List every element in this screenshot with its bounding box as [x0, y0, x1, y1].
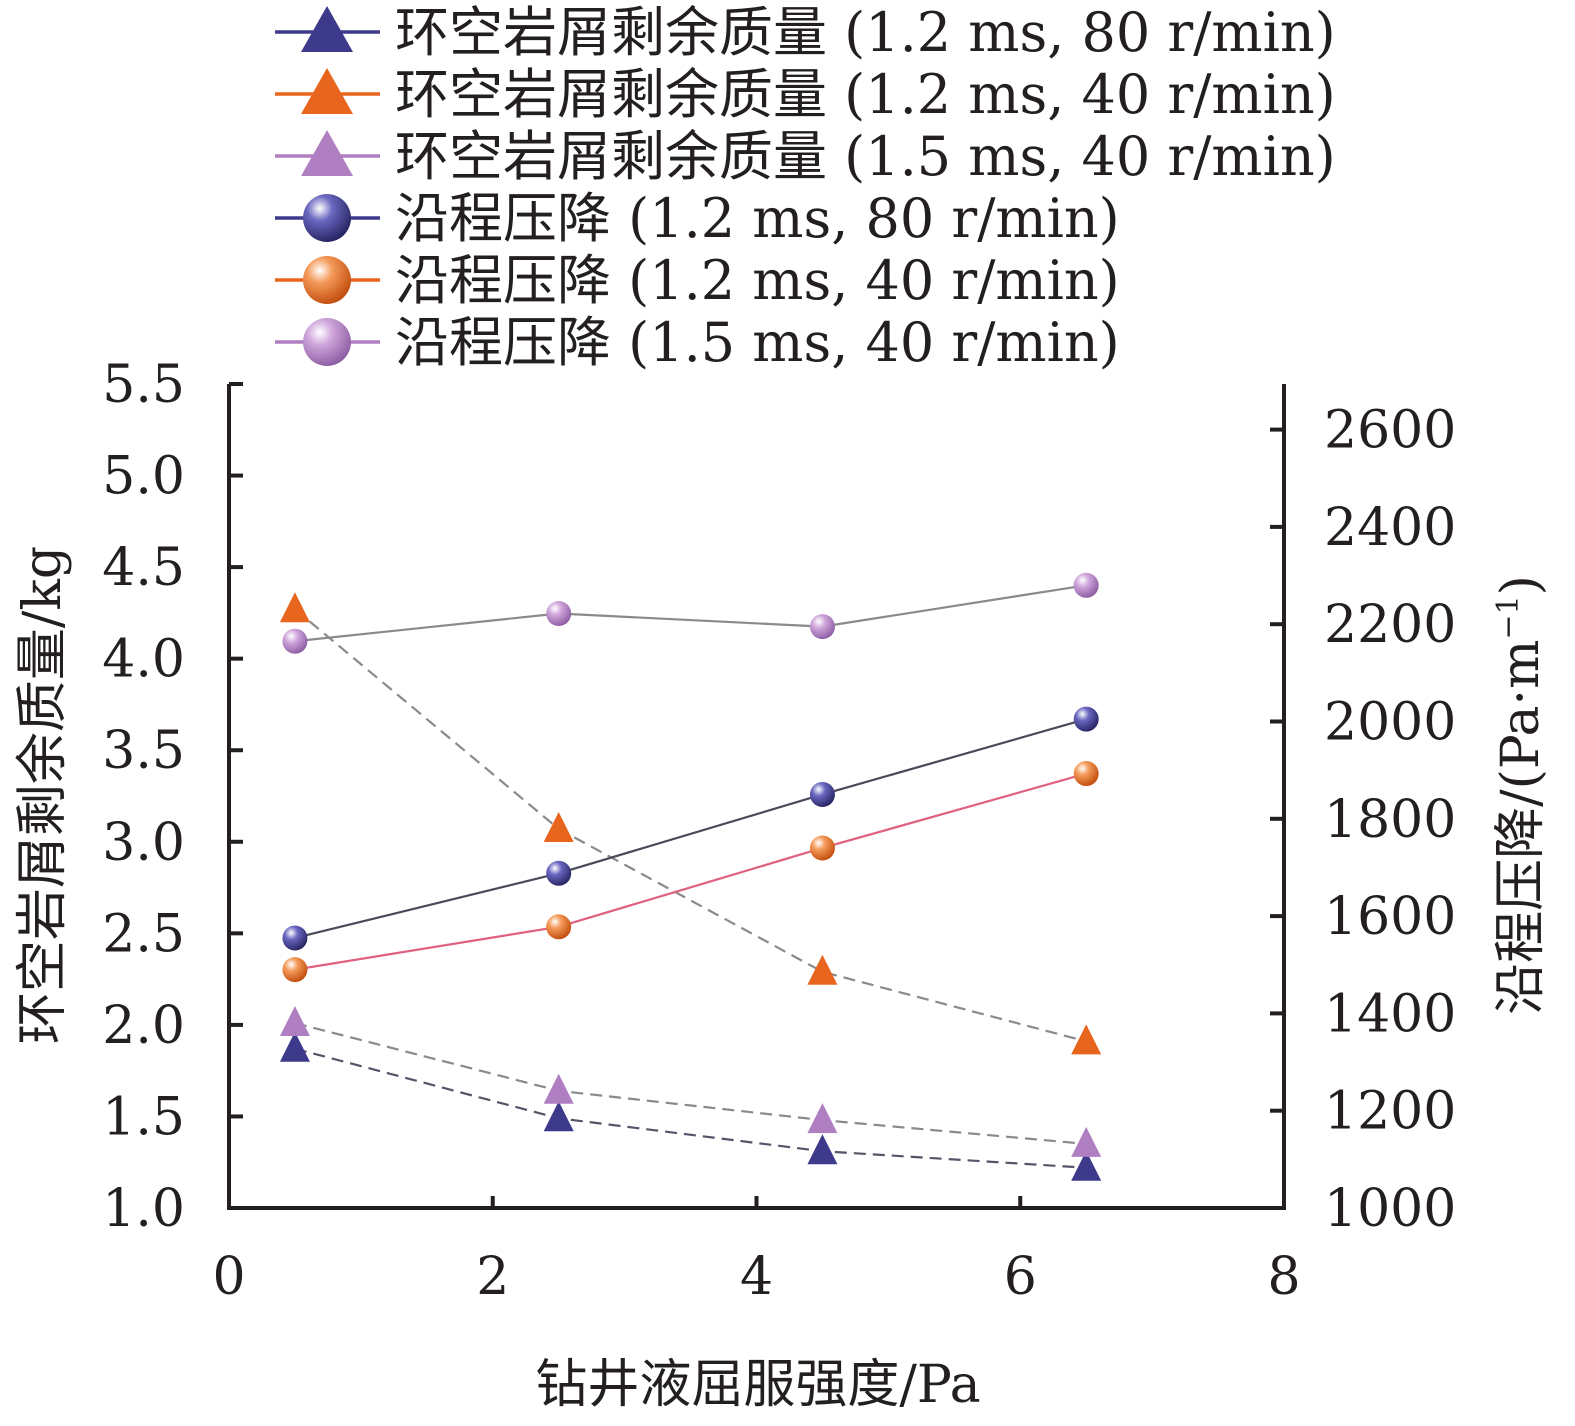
series-4-sphere-point	[282, 925, 308, 951]
legend-triangle-icon	[301, 130, 353, 176]
left-y-tick-label: 3.0	[102, 813, 185, 873]
x-tick-label: 2	[476, 1247, 509, 1307]
right-y-tick-label: 1600	[1324, 887, 1456, 947]
right-y-tick-label: 2000	[1324, 693, 1456, 753]
x-tick-label: 4	[740, 1247, 773, 1307]
legend-label: 沿程压降 (1.5 ms, 40 r/min)	[395, 311, 1120, 374]
series-6-sphere-point	[282, 628, 308, 654]
series-2-triangle-point	[1071, 1024, 1102, 1055]
x-tick-label: 0	[212, 1247, 245, 1307]
right-y-tick-label: 1000	[1324, 1179, 1456, 1239]
right-y-axis-label: 沿程压降/(Pa·m−1)	[1491, 575, 1551, 1015]
legend-item-1: 环空岩屑剩余质量 (1.2 ms, 80 r/min)	[275, 1, 1336, 64]
legend-triangle-icon	[301, 6, 353, 52]
series-5-sphere-point	[809, 835, 835, 861]
series-line-6	[294, 584, 1087, 643]
right-y-tick-label: 2200	[1324, 595, 1456, 655]
x-tick-label: 8	[1267, 1247, 1300, 1307]
right-y-axis-label-superscript: −1	[1491, 595, 1526, 639]
legend-item-5: 沿程压降 (1.2 ms, 40 r/min)	[275, 249, 1120, 312]
series-6-sphere-point	[546, 600, 572, 626]
legend-label: 沿程压降 (1.2 ms, 40 r/min)	[395, 249, 1120, 312]
series-line-1	[294, 1047, 1087, 1169]
series-1-triangle-point	[543, 1101, 574, 1132]
ticks: 0 2 4 6 8 1.0 1.5 2.0 2.5 3.0 3.5 4.0 4.5 5.0 5.5 1000 1…	[102, 355, 1456, 1307]
series-line-3	[294, 1021, 1087, 1146]
legend-label: 沿程压降 (1.2 ms, 80 r/min)	[395, 187, 1120, 250]
series-5-sphere-point	[282, 957, 308, 983]
left-y-tick-label: 2.5	[102, 904, 185, 964]
series-4-sphere-point	[809, 781, 835, 807]
left-y-tick-label: 1.0	[102, 1179, 185, 1239]
series-5-sphere-point	[1073, 761, 1099, 787]
series-4-sphere-point	[1073, 706, 1099, 732]
series-5-sphere-point	[546, 914, 572, 940]
axes	[227, 384, 1286, 1210]
x-axis-label: 钻井液屈服强度/Pa	[535, 1355, 980, 1415]
series-line-4	[294, 718, 1087, 940]
right-y-tick-label: 1800	[1324, 790, 1456, 850]
right-y-axis-label-close: )	[1491, 575, 1551, 595]
left-y-tick-label: 2.0	[102, 996, 185, 1056]
left-y-tick-label: 1.5	[102, 1087, 185, 1147]
series-1-triangle-point	[279, 1031, 310, 1062]
legend-sphere-icon	[303, 194, 351, 242]
right-y-tick-label: 1200	[1324, 1082, 1456, 1142]
legend-item-6: 沿程压降 (1.5 ms, 40 r/min)	[275, 311, 1120, 374]
plot-lines	[294, 584, 1087, 1169]
right-y-tick-label: 1400	[1324, 984, 1456, 1044]
series-2-triangle-point	[543, 811, 574, 842]
legend-item-2: 环空岩屑剩余质量 (1.2 ms, 40 r/min)	[275, 63, 1336, 126]
legend-label: 环空岩屑剩余质量 (1.5 ms, 40 r/min)	[395, 125, 1336, 188]
series-1-triangle-point	[1071, 1150, 1102, 1181]
legend-label: 环空岩屑剩余质量 (1.2 ms, 80 r/min)	[395, 1, 1336, 64]
series-3-triangle-point	[807, 1103, 838, 1134]
legend: 环空岩屑剩余质量 (1.2 ms, 80 r/min)环空岩屑剩余质量 (1.2…	[275, 1, 1336, 374]
plot-markers	[279, 572, 1102, 1181]
series-3-triangle-point	[279, 1006, 310, 1037]
left-y-tick-label: 5.0	[102, 447, 185, 507]
series-6-sphere-point	[1073, 572, 1099, 598]
series-3-triangle-point	[1071, 1126, 1102, 1157]
right-y-axis-label-main: 沿程压降/(Pa·m	[1491, 640, 1551, 1015]
series-2-triangle-point	[807, 954, 838, 985]
series-3-triangle-point	[543, 1073, 574, 1104]
legend-triangle-icon	[301, 68, 353, 114]
right-y-tick-label: 2400	[1324, 498, 1456, 558]
series-4-sphere-point	[546, 860, 572, 886]
legend-sphere-icon	[303, 256, 351, 304]
left-y-axis-label: 环空岩屑剩余质量/kg	[13, 546, 73, 1044]
left-y-tick-label: 4.0	[102, 630, 185, 690]
left-y-tick-label: 3.5	[102, 721, 185, 781]
series-line-2	[294, 608, 1087, 1043]
left-y-tick-label: 4.5	[102, 538, 185, 598]
series-6-sphere-point	[809, 614, 835, 640]
left-y-tick-label: 5.5	[102, 355, 185, 415]
series-1-triangle-point	[807, 1134, 838, 1165]
series-2-triangle-point	[279, 592, 310, 623]
legend-item-4: 沿程压降 (1.2 ms, 80 r/min)	[275, 187, 1120, 250]
right-y-tick-label: 2600	[1324, 401, 1456, 461]
series-line-5	[294, 772, 1087, 971]
x-tick-label: 6	[1004, 1247, 1037, 1307]
legend-sphere-icon	[303, 318, 351, 366]
legend-item-3: 环空岩屑剩余质量 (1.5 ms, 40 r/min)	[275, 125, 1336, 188]
legend-label: 环空岩屑剩余质量 (1.2 ms, 40 r/min)	[395, 63, 1336, 126]
